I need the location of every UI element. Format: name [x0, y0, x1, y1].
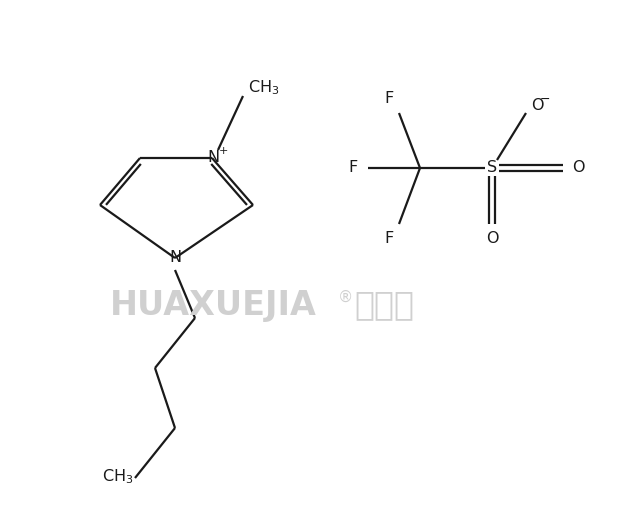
- Text: F: F: [349, 161, 358, 175]
- Text: N: N: [207, 150, 219, 166]
- Text: CH$_3$: CH$_3$: [248, 79, 279, 98]
- Text: O: O: [486, 231, 498, 246]
- Text: 化学加: 化学加: [354, 289, 414, 322]
- Text: S: S: [487, 161, 497, 175]
- Text: CH$_3$: CH$_3$: [101, 468, 133, 486]
- Text: O: O: [572, 161, 585, 175]
- Text: ®: ®: [338, 290, 353, 304]
- Text: −: −: [540, 92, 550, 106]
- Text: O: O: [531, 98, 544, 112]
- Text: HUAXUEJIA: HUAXUEJIA: [110, 289, 317, 322]
- Text: F: F: [385, 91, 394, 106]
- Text: F: F: [385, 231, 394, 246]
- Text: +: +: [218, 146, 228, 156]
- Text: N: N: [169, 250, 181, 266]
